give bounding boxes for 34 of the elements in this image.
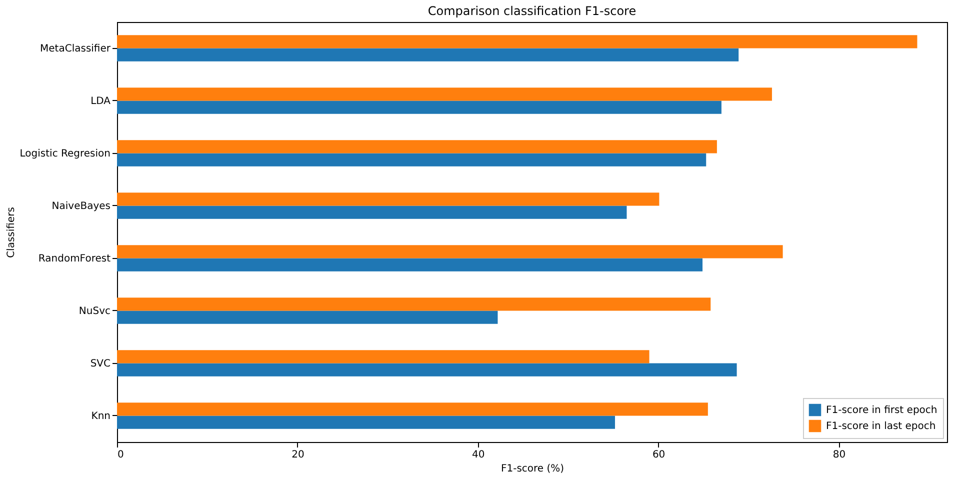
bar: [117, 206, 627, 219]
y-tick-label: RandomForest: [38, 253, 111, 264]
y-tick-label: LDA: [90, 96, 111, 107]
bar: [117, 192, 660, 206]
y-tick-label: Logistic Regresion: [20, 148, 110, 160]
y-tick-label: SVC: [90, 358, 111, 370]
bar: [117, 140, 717, 154]
legend-label: F1-score in last epoch: [826, 421, 936, 432]
bar: [117, 35, 918, 48]
bar: [117, 153, 706, 166]
chart-title: Comparison classification F1-score: [428, 4, 636, 18]
bar: [117, 245, 783, 258]
bar: [117, 100, 722, 114]
x-tick-label: 80: [832, 450, 846, 460]
x-tick-label: 40: [472, 450, 485, 460]
y-axis-title: Classifiers: [6, 207, 17, 258]
x-tick-label: 20: [292, 450, 304, 460]
bar: [117, 350, 650, 364]
bar: [117, 416, 615, 429]
bar: [117, 88, 772, 101]
bar: [117, 298, 711, 311]
y-tick-label: NaiveBayes: [52, 200, 110, 212]
bar: [117, 48, 739, 62]
legend-label: F1-score in first epoch: [826, 405, 938, 416]
bar: [117, 402, 708, 416]
x-tick-label: 0: [118, 450, 124, 460]
bar: [117, 310, 498, 324]
bar: [117, 258, 703, 272]
bar: [117, 363, 737, 376]
x-axis-title: F1-score (%): [500, 464, 564, 474]
y-tick-label: Knn: [91, 410, 110, 422]
x-tick-label: 60: [652, 450, 666, 460]
y-tick-label: NuSvc: [78, 306, 110, 317]
y-tick-label: MetaClassifier: [40, 43, 112, 54]
